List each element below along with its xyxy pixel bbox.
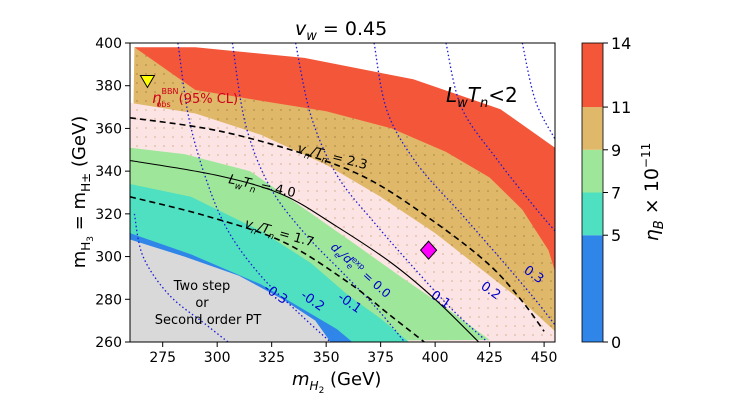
colorbar-tick-label: 0 bbox=[611, 333, 621, 352]
x-tick-label: 300 bbox=[204, 350, 231, 366]
colorbar-tick-label: 14 bbox=[611, 34, 631, 53]
colorbar-band bbox=[582, 149, 603, 193]
x-tick-label: 275 bbox=[149, 350, 176, 366]
edm-contour-0.0 bbox=[294, 43, 488, 342]
x-tick-label: 450 bbox=[531, 350, 558, 366]
x-tick-label: 425 bbox=[476, 350, 503, 366]
x-tick-label: 350 bbox=[313, 350, 340, 366]
edm-contour--0.3 bbox=[133, 213, 229, 342]
y-tick-label: 360 bbox=[95, 121, 122, 137]
reference-line-vn-Tn-1.7 bbox=[130, 196, 425, 342]
y-tick-label: 260 bbox=[95, 335, 122, 351]
y-tick-label: 300 bbox=[95, 250, 122, 266]
y-tick-label: 340 bbox=[95, 164, 122, 180]
chart-title: vw = 0.45 bbox=[295, 18, 387, 44]
colorbar-band bbox=[582, 192, 603, 236]
plot-area: -0.3 -0.2 -0.1 0.1 0.20.3 bbox=[130, 43, 555, 342]
vn-tn-2.3-label: vn/Tn = 2.3 bbox=[295, 141, 369, 176]
y-tick-label: 380 bbox=[95, 79, 122, 95]
colorbar bbox=[582, 43, 603, 342]
colorbar-ticks: 0 5 7 9 11 14 bbox=[603, 34, 631, 352]
two-step-label-2: or bbox=[195, 296, 209, 311]
two-step-shaded-region bbox=[130, 239, 331, 342]
y-tick-label: 400 bbox=[95, 36, 122, 52]
colorbar-label: ηB × 10−11 bbox=[639, 143, 667, 241]
colorbar-band bbox=[582, 235, 603, 342]
x-tick-label: 325 bbox=[258, 350, 285, 366]
reference-line-LwTn-4.0 bbox=[130, 159, 480, 342]
lwtn-limit-label: LwTn<2 bbox=[446, 83, 518, 111]
bbn-label: ηBBN obs (95% CL) bbox=[152, 87, 238, 109]
x-axis-label: mH2 (GeV) bbox=[292, 369, 381, 396]
colorbar-band bbox=[582, 107, 603, 150]
colorbar-tick-label: 7 bbox=[611, 184, 621, 203]
colorbar-tick-label: 11 bbox=[611, 98, 631, 117]
two-step-label-1: Two step bbox=[173, 279, 231, 294]
plot-frame bbox=[129, 42, 556, 343]
y-tick-label: 320 bbox=[95, 207, 122, 223]
edm-contour-0.2 bbox=[445, 43, 555, 232]
two-step-region bbox=[130, 239, 331, 342]
two-step-label-3: Second order PT bbox=[155, 313, 262, 328]
colorbar-tick-label: 5 bbox=[611, 226, 621, 245]
region-eta-11-14 bbox=[134, 47, 555, 272]
reference-line-vn-Tn-2.3 bbox=[130, 117, 545, 332]
y-tick-label: 280 bbox=[95, 292, 122, 308]
y-axis-ticks: 260 280 300 320 340 360 380 400 bbox=[95, 36, 130, 351]
y-axis-label: mH3 = mH± (GeV) bbox=[69, 116, 96, 269]
x-tick-label: 375 bbox=[367, 350, 394, 366]
x-tick-label: 400 bbox=[422, 350, 449, 366]
edm-contour-0.1 bbox=[373, 43, 555, 326]
colorbar-band bbox=[582, 43, 603, 108]
edm-benchmark-diamond bbox=[419, 240, 438, 260]
bbn-benchmark-triangle bbox=[139, 74, 156, 89]
reference-lines bbox=[130, 117, 545, 342]
benchmark-markers bbox=[139, 74, 438, 260]
colorbar-tick-label: 9 bbox=[611, 141, 621, 160]
edm-contour-0.3 bbox=[521, 43, 555, 140]
x-axis-ticks: 275 300 325 350 375 400 425 450 bbox=[149, 342, 557, 366]
